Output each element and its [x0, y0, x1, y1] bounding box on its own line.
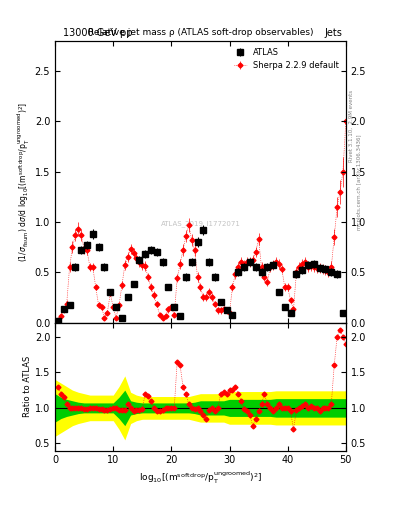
Y-axis label: $(1/\sigma_{\rm fisum})$ d$\sigma$/d log$_{10}$[(m$^{\rm soft\,drop}$/p$_{\rm T}: $(1/\sigma_{\rm fisum})$ d$\sigma$/d log…	[16, 102, 32, 262]
Text: ATLAS_2019_I1772071: ATLAS_2019_I1772071	[160, 221, 241, 227]
Text: mcplots.cern.ch [arXiv:1306.3436]: mcplots.cern.ch [arXiv:1306.3436]	[358, 134, 362, 229]
Y-axis label: Ratio to ATLAS: Ratio to ATLAS	[23, 356, 32, 417]
Title: Relative jet mass ρ (ATLAS soft-drop observables): Relative jet mass ρ (ATLAS soft-drop obs…	[88, 28, 313, 37]
Text: Rivet 3.1.10,  2.9M events: Rivet 3.1.10, 2.9M events	[349, 90, 354, 161]
Legend: ATLAS, Sherpa 2.2.9 default: ATLAS, Sherpa 2.2.9 default	[231, 45, 342, 72]
Text: Jets: Jets	[324, 28, 342, 38]
Text: 13000 GeV pp: 13000 GeV pp	[63, 28, 132, 38]
X-axis label: log$_{10}$[(m$^{\rm soft\,drop}$/p$_{\rm T}^{\rm ungroomed})^2$]: log$_{10}$[(m$^{\rm soft\,drop}$/p$_{\rm…	[139, 470, 262, 486]
